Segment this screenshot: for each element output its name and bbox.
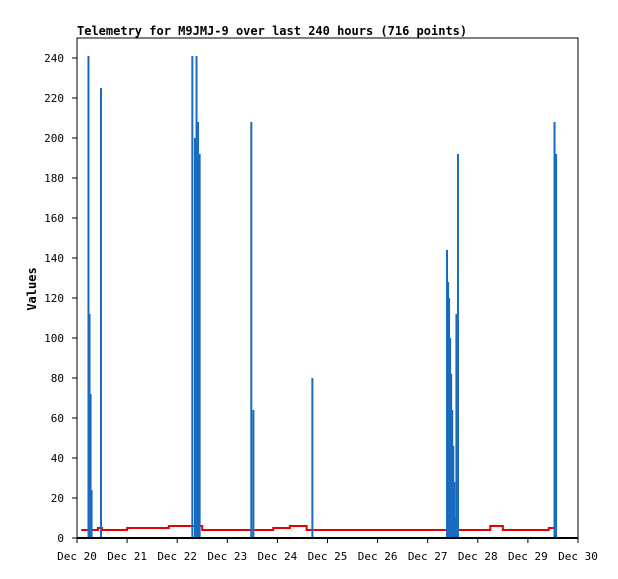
telemetry-bar (198, 154, 201, 538)
x-axis-ticks: Dec 20 Dec 21 Dec 22 Dec 23 Dec 24 Dec 25 Dec … (57, 538, 598, 563)
bar-series (87, 56, 558, 538)
x-tick-label: Dec 26 (358, 550, 398, 563)
y-axis-ticks: 0 20 40 60 80 100 120 140 160 180 200 220 240 (44, 52, 77, 545)
telemetry-bar (250, 122, 253, 538)
telemetry-bar (451, 410, 454, 538)
y-tick-label: 140 (44, 252, 64, 265)
telemetry-bar (89, 394, 92, 538)
x-tick-label: Dec 22 (157, 550, 197, 563)
y-tick-label: 20 (51, 492, 64, 505)
y-tick-label: 200 (44, 132, 64, 145)
x-tick-label: Dec 20 (57, 550, 97, 563)
x-tick-label: Dec 23 (207, 550, 247, 563)
y-axis-label: Values (25, 267, 39, 310)
x-tick-label: Dec 29 (508, 550, 548, 563)
telemetry-bar (88, 314, 91, 538)
telemetry-bar (447, 282, 450, 538)
y-tick-label: 220 (44, 92, 64, 105)
telemetry-bar (453, 482, 456, 538)
x-tick-label: Dec 24 (258, 550, 298, 563)
y-tick-label: 120 (44, 292, 64, 305)
y-tick-label: 160 (44, 212, 64, 225)
telemetry-bar (252, 410, 255, 538)
telemetry-bar (197, 122, 200, 538)
x-tick-label: Dec 21 (107, 550, 147, 563)
telemetry-bar (100, 88, 103, 538)
telemetry-bar (449, 338, 452, 538)
telemetry-bar (454, 518, 457, 538)
telemetry-bar (195, 56, 198, 538)
telemetry-bar (452, 446, 455, 538)
red-step-line (81, 525, 558, 531)
plot-frame (76, 37, 579, 539)
y-tick-label: 60 (51, 412, 64, 425)
telemetry-bar (450, 374, 453, 538)
telemetry-bar (87, 56, 90, 538)
telemetry-bar (191, 56, 194, 538)
line-series (81, 525, 558, 531)
telemetry-bar (455, 314, 458, 538)
telemetry-bar (193, 138, 196, 538)
telemetry-bar (448, 298, 451, 538)
telemetry-bar (446, 250, 449, 538)
y-tick-label: 80 (51, 372, 64, 385)
y-tick-label: 240 (44, 52, 64, 65)
x-tick-label: Dec 27 (408, 550, 448, 563)
x-tick-label: Dec 25 (308, 550, 348, 563)
x-tick-label: Dec 28 (458, 550, 498, 563)
telemetry-bar (555, 154, 558, 538)
chart-title: Telemetry for M9JMJ-9 over last 240 hour… (77, 24, 467, 38)
telemetry-bar (311, 378, 314, 538)
y-tick-label: 180 (44, 172, 64, 185)
y-tick-label: 40 (51, 452, 64, 465)
telemetry-bar (456, 154, 459, 538)
y-tick-label: 0 (57, 532, 64, 545)
x-tick-label: Dec 30 (558, 550, 598, 563)
telemetry-bar (553, 122, 556, 538)
y-tick-label: 100 (44, 332, 64, 345)
telemetry-bar (90, 490, 93, 538)
